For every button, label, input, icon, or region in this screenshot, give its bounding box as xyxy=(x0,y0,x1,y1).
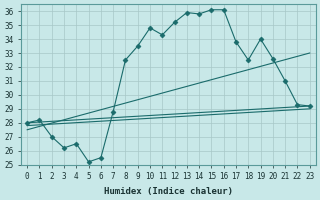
X-axis label: Humidex (Indice chaleur): Humidex (Indice chaleur) xyxy=(104,187,233,196)
